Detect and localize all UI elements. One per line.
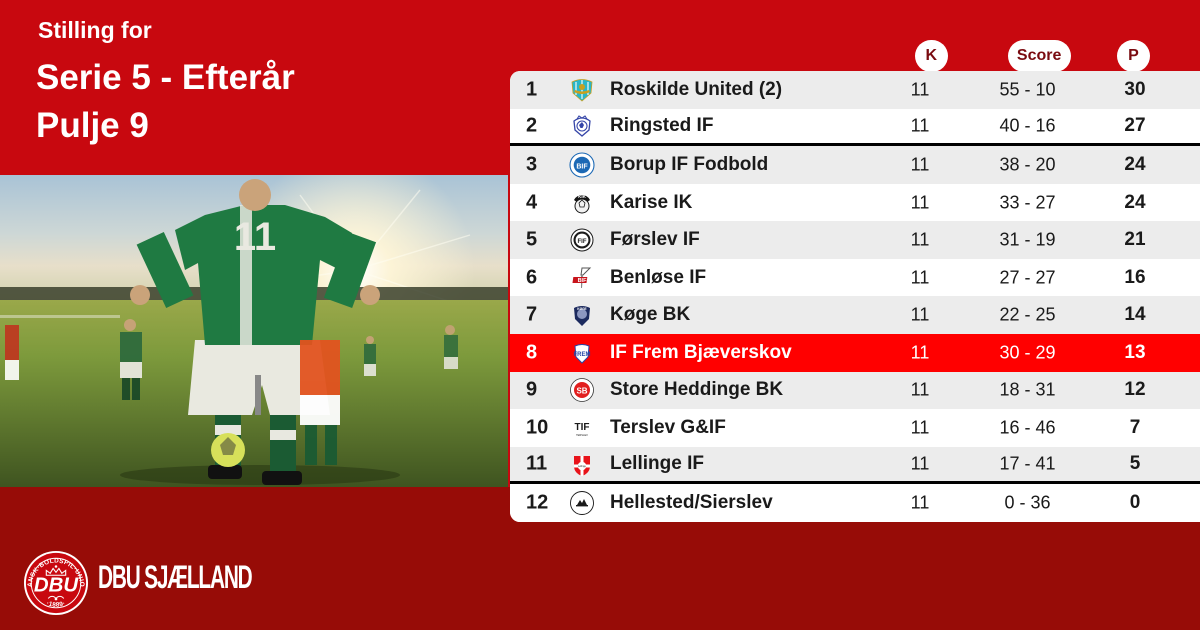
svg-text:DBU: DBU — [34, 575, 79, 597]
svg-text:FREM: FREM — [574, 352, 591, 358]
svg-text:BIF: BIF — [576, 163, 588, 170]
svg-text:FIF: FIF — [578, 239, 587, 245]
svg-text:KIK: KIK — [578, 194, 587, 199]
svg-text:BIF: BIF — [578, 278, 588, 284]
svg-text:KØGE: KØGE — [577, 307, 586, 311]
svg-text:SB: SB — [576, 387, 587, 396]
svg-text:TIF: TIF — [575, 422, 590, 433]
svg-text:TERSLEV: TERSLEV — [576, 433, 588, 437]
svg-text:Lellinge: Lellinge — [578, 466, 587, 468]
